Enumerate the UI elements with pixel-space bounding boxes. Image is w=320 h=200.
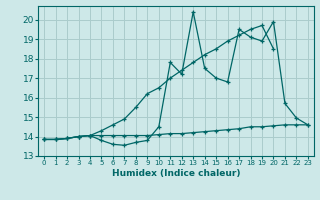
X-axis label: Humidex (Indice chaleur): Humidex (Indice chaleur) <box>112 169 240 178</box>
